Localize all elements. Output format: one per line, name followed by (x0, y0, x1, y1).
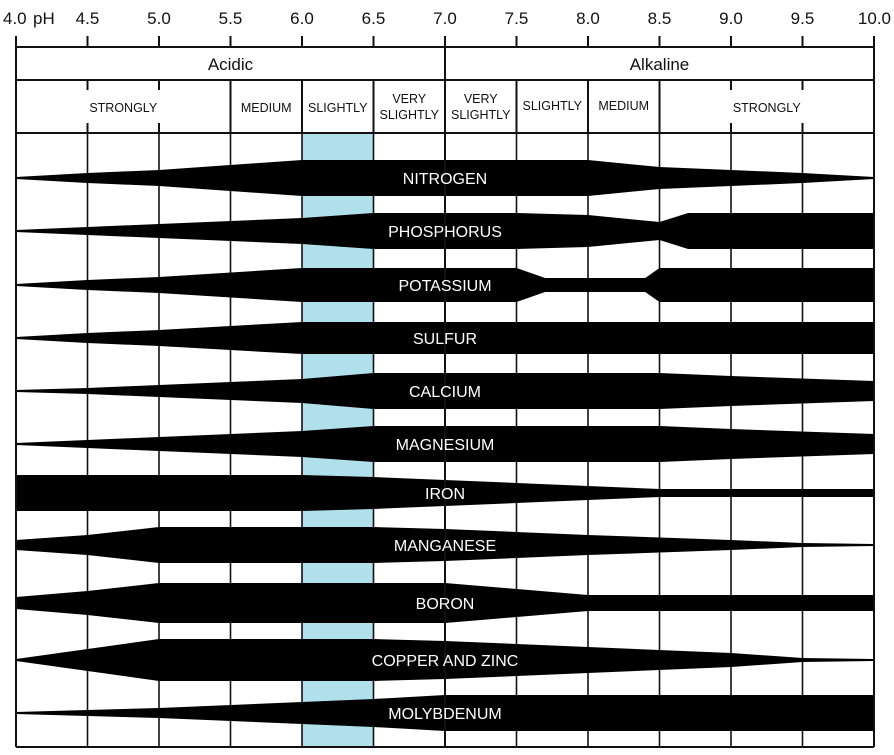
tick-label: 9.0 (719, 9, 743, 28)
nutrient-label: IRON (425, 486, 465, 503)
nutrient-label: COPPER AND ZINC (372, 653, 519, 670)
nutrient-label: MANGANESE (394, 538, 496, 555)
nutrient-label: BORON (416, 596, 475, 613)
subregion-label: MEDIUM (598, 99, 649, 113)
nutrient-label: PHOSPHORUS (388, 224, 502, 241)
subregion-label: MEDIUM (241, 101, 292, 115)
ph-scale-header: Acidic Alkaline STRONGLY MEDIUM SLIGHTLY VERY… (3, 9, 891, 748)
subregion-label: STRONGLY (733, 101, 801, 115)
subregion-label: SLIGHTLY (308, 101, 368, 115)
subregion-label: SLIGHTLY (522, 99, 582, 113)
tick-label: 7.0 (433, 9, 457, 28)
tick-label: 5.5 (219, 9, 243, 28)
subregion-label: SLIGHTLY (379, 108, 439, 122)
tick-label: 6.0 (290, 9, 314, 28)
tick-label: 7.5 (505, 9, 529, 28)
tick-label: 4.0 (3, 9, 27, 28)
subregion-label: SLIGHTLY (451, 108, 511, 122)
subregion-label: STRONGLY (89, 101, 157, 115)
tick-label: 8.0 (576, 9, 600, 28)
subregion-label: VERY (392, 92, 426, 106)
nutrient-label: CALCIUM (409, 384, 481, 401)
nutrient-label: MOLYBDENUM (388, 706, 502, 723)
nutrient-label: SULFUR (413, 331, 477, 348)
nutrient-label: NITROGEN (403, 171, 487, 188)
tick-label: 8.5 (648, 9, 672, 28)
region-label: Acidic (208, 55, 254, 74)
subregion-label: VERY (464, 92, 498, 106)
tick-label: 4.5 (76, 9, 100, 28)
tick-label: 10.0 (858, 9, 891, 28)
region-label: Alkaline (630, 55, 690, 74)
tick-label: 5.0 (147, 9, 171, 28)
tick-label: 9.5 (791, 9, 815, 28)
nutrient-label: POTASSIUM (398, 278, 491, 295)
tick-label: 6.5 (362, 9, 386, 28)
ph-unit-label: pH (33, 9, 55, 28)
nutrient-labels: NITROGEN PHOSPHORUS POTASSIUM SULFUR CALCIUM… (372, 171, 519, 723)
nutrient-label: MAGNESIUM (396, 437, 495, 454)
